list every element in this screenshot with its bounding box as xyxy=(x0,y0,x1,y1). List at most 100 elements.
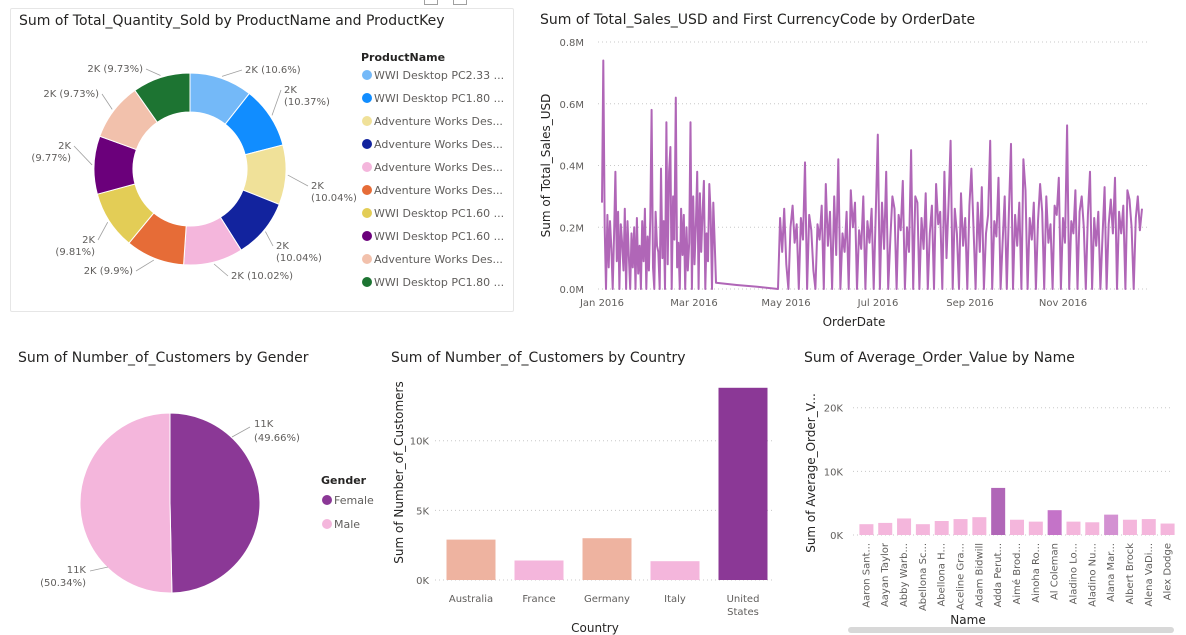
donut-data-label-value: 2K xyxy=(58,141,71,152)
name-y-axis-label: Sum of Average_Order_V... xyxy=(804,393,818,553)
donut-legend-label: Adventure Works Des... xyxy=(374,115,503,128)
donut-slice xyxy=(134,72,191,124)
donut-leader-line xyxy=(73,145,93,166)
donut-data-label: 2K (10.37%) xyxy=(284,85,330,108)
name-bar xyxy=(1122,519,1137,535)
donut-data-label: 2K (9.9%) xyxy=(84,266,133,277)
donut-data-label-value: 2K xyxy=(311,181,324,192)
name-x-tick: Aayan Taylor xyxy=(880,542,891,607)
country-y-tick: 5K xyxy=(416,506,429,517)
gender-pie-panel: Sum of Number_of_Customers by Gender 11K… xyxy=(10,345,380,635)
pie-legend-label: Female xyxy=(334,494,374,507)
name-bar xyxy=(915,524,930,535)
donut-data-label-value: 2K xyxy=(276,241,289,252)
donut-chart-panel: Sum of Total_Quantity_Sold by ProductNam… xyxy=(10,8,514,312)
donut-data-label: 2K (10.6%) xyxy=(245,65,301,76)
country-x-tick: Germany xyxy=(584,594,630,605)
name-bar xyxy=(1104,514,1119,535)
donut-legend-marker xyxy=(362,208,372,218)
country-bar-panel: Sum of Number_of_Customers by Country 0K… xyxy=(385,345,785,635)
name-y-tick: 0K xyxy=(830,531,843,542)
donut-legend-marker xyxy=(362,116,372,126)
donut-leader-line xyxy=(265,231,274,247)
name-x-tick: Aaron Sant... xyxy=(861,543,872,608)
line-y-axis-label: Sum of Total_Sales_USD xyxy=(539,94,553,238)
donut-legend-label: WWI Desktop PC1.60 ... xyxy=(374,207,504,220)
pie-label-female-pct: (49.66%) xyxy=(254,433,300,444)
name-x-axis-label: Name xyxy=(950,613,985,627)
line-chart-title: Sum of Total_Sales_USD and First Currenc… xyxy=(540,12,976,28)
name-x-tick: Ainoha Ro... xyxy=(1031,543,1042,603)
name-x-tick: Aladino Lo... xyxy=(1068,543,1079,604)
name-x-tick: Aceline Gra... xyxy=(956,543,967,610)
donut-leader-line xyxy=(101,93,113,110)
name-bar xyxy=(1047,510,1062,535)
pie-leader-line xyxy=(89,566,109,572)
country-x-tick: Australia xyxy=(449,594,493,605)
country-bar xyxy=(514,560,564,580)
pie-label-male-value: 11K xyxy=(67,565,87,576)
name-x-tick: Aladino Nu... xyxy=(1087,543,1098,607)
country-bar xyxy=(582,538,632,580)
focus-mode-icon[interactable] xyxy=(424,0,438,5)
more-options-icon[interactable] xyxy=(453,0,467,5)
name-bar xyxy=(878,522,893,535)
donut-legend-marker xyxy=(362,93,372,103)
donut-leader-line xyxy=(221,69,243,77)
name-bar xyxy=(991,487,1006,535)
country-x-tick: France xyxy=(522,594,555,605)
donut-data-label-value: 2K xyxy=(82,235,95,246)
donut-leader-line xyxy=(145,68,161,76)
sales-line-series xyxy=(601,59,1143,290)
country-x-tick: States xyxy=(727,607,759,618)
pie-slice xyxy=(169,412,261,594)
pie-legend-title: Gender xyxy=(321,474,367,487)
line-x-tick: Mar 2016 xyxy=(670,298,718,309)
country-y-axis-label: Sum of Number_of_Customers xyxy=(392,381,406,563)
country-bar xyxy=(718,387,768,580)
donut-legend-label: WWI Desktop PC1.80 ... xyxy=(374,276,504,289)
donut-legend-marker xyxy=(362,70,372,80)
donut-data-label-pct: (10.04%) xyxy=(311,193,357,204)
line-y-tick: 0.2M xyxy=(559,223,584,234)
donut-data-label: 2K (9.73%) xyxy=(43,89,99,100)
name-x-tick: Adda Perut... xyxy=(993,543,1004,607)
donut-legend-label: WWI Desktop PC1.80 ... xyxy=(374,92,504,105)
donut-legend-title: ProductName xyxy=(361,51,445,64)
line-x-tick: Sep 2016 xyxy=(946,298,993,309)
donut-data-label-pct: (10.04%) xyxy=(276,253,322,264)
donut-legend-label: Adventure Works Des... xyxy=(374,161,503,174)
name-bar xyxy=(859,524,874,535)
donut-data-label: 2K (9.73%) xyxy=(87,64,143,75)
donut-chart-title: Sum of Total_Quantity_Sold by ProductNam… xyxy=(19,13,445,29)
name-bar xyxy=(1141,519,1156,535)
name-x-tick: Al Coleman xyxy=(1050,543,1061,600)
line-y-tick: 0.8M xyxy=(559,38,584,49)
pie-leader-line xyxy=(231,426,251,438)
line-y-tick: 0.6M xyxy=(559,100,584,111)
name-bar xyxy=(972,517,987,535)
name-bar-panel: Sum of Average_Order_Value by Name 0K 10K… xyxy=(798,345,1186,635)
country-bar-chart: 0K 5K 10K Australia France Germany Italy United… xyxy=(392,381,775,635)
name-x-tick: Alena VaDi... xyxy=(1144,543,1155,607)
horizontal-scrollbar[interactable] xyxy=(848,627,1174,633)
name-bar xyxy=(953,519,968,535)
donut-data-label: 2K (9.77%) xyxy=(31,141,71,164)
donut-leader-line xyxy=(271,89,282,116)
donut-data-label-pct: (10.37%) xyxy=(284,97,330,108)
name-bar xyxy=(934,521,949,535)
name-x-tick: Aimé Brod... xyxy=(1011,543,1023,604)
country-bar xyxy=(650,561,700,580)
name-bar xyxy=(1066,521,1081,535)
donut-legend-label: WWI Desktop PC1.60 ... xyxy=(374,230,504,243)
donut-data-label: 2K (10.02%) xyxy=(231,271,293,282)
country-bar-title: Sum of Number_of_Customers by Country xyxy=(391,350,686,366)
name-x-tick: Abby Warb... xyxy=(899,543,910,607)
donut-legend-marker xyxy=(362,185,372,195)
line-x-tick: Jan 2016 xyxy=(579,298,624,309)
name-x-tick: Abellona Sc... xyxy=(918,543,929,611)
donut-data-label: 2K (10.04%) xyxy=(311,181,357,204)
donut-leader-line xyxy=(213,263,229,277)
pie-legend-marker xyxy=(322,495,332,505)
line-chart: 0.0M 0.2M 0.4M 0.6M 0.8M Jan 2016 Mar 2016 May … xyxy=(539,38,1150,328)
